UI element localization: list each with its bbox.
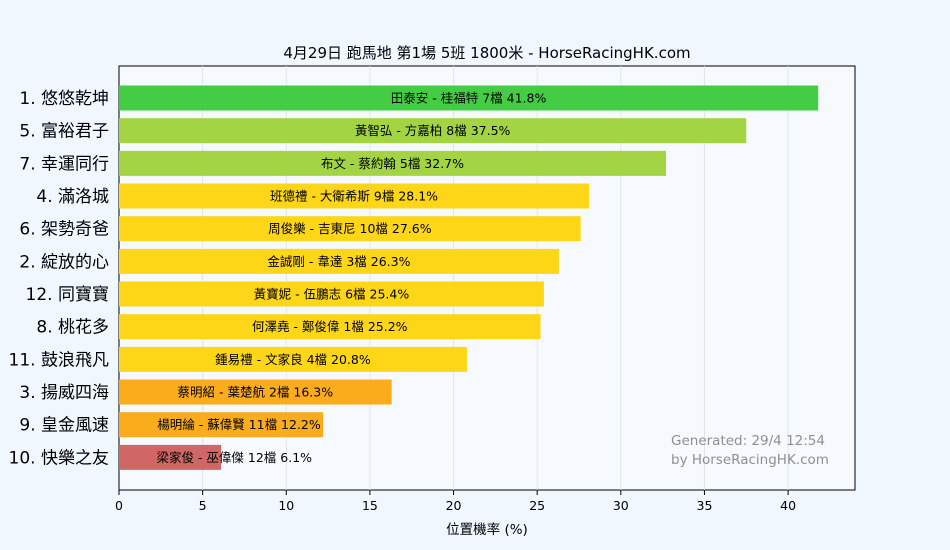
x-tick-label: 20 [446,498,462,513]
bar-data-label: 田泰安 - 桂福特 7檔 41.8% [391,91,547,106]
bar [119,150,666,176]
category-label: 4. 滿洛城 [36,187,109,207]
bar-labels: 田泰安 - 桂福特 7檔 41.8% 黃智弘 - 方嘉柏 8檔 37.5% 布文 -… [156,91,546,465]
bar [119,444,222,470]
x-tick-label: 5 [199,498,207,513]
x-tick-label: 30 [613,498,629,513]
x-tick-label: 40 [780,498,796,513]
bar-data-label: 楊明綸 - 蘇偉賢 11檔 12.2% [157,417,321,432]
category-label: 2. 綻放的心 [19,252,109,272]
bar-data-label: 布文 - 蔡約翰 5檔 32.7% [321,156,464,171]
bar [119,85,819,111]
x-tick-label: 15 [362,498,378,513]
category-label: 7. 幸運同行 [19,154,109,174]
category-label: 9. 皇金風速 [19,416,109,436]
chart-title: 4月29日 跑馬地 第1場 5班 1800米 - HorseRacingHK.c… [283,44,690,62]
bar-data-label: 黃智弘 - 方嘉柏 8檔 37.5% [355,123,511,138]
watermark-line-2: by HorseRacingHK.com [671,452,829,468]
bar [119,379,392,405]
x-axis-ticks: 0 5 10 15 20 25 30 35 40 [115,490,796,513]
x-axis-title: 位置機率 (%) [446,521,528,538]
bar-data-label: 何澤堯 - 鄭俊偉 1檔 25.2% [252,319,408,334]
category-labels: 1. 悠悠乾坤 5. 富裕君子 7. 幸運同行 4. 滿洛城 6. 架勢奇爸 2. 綻放的… [9,89,109,468]
category-label: 11. 鼓浪飛凡 [9,350,109,370]
bar-data-label: 黃寶妮 - 伍鵬志 6檔 25.4% [254,287,410,302]
bar [119,118,747,144]
bar [119,281,544,307]
bar-data-label: 蔡明紹 - 葉楚航 2檔 16.3% [178,385,334,400]
category-label: 8. 桃花多 [36,318,109,338]
bar-data-label: 金誠剛 - 韋達 3檔 26.3% [267,254,410,269]
bars [119,85,819,470]
bar [119,248,559,274]
bar-data-label: 鍾易禮 - 文家良 4檔 20.8% [215,352,371,367]
category-label: 1. 悠悠乾坤 [19,89,109,109]
x-tick-label: 25 [529,498,545,513]
x-tick-label: 10 [278,498,294,513]
bar [119,183,590,209]
bar-data-label: 班德禮 - 大衛希斯 9檔 28.1% [270,189,438,204]
bar [119,412,324,438]
bar [119,346,467,372]
category-label: 6. 架勢奇爸 [19,220,109,240]
bar [119,314,541,340]
bar [119,216,581,242]
watermark-line-1: Generated: 29/4 12:54 [671,433,825,449]
bar-data-label: 周俊樂 - 吉東尼 10檔 27.6% [268,221,432,236]
x-tick-label: 0 [115,498,123,513]
category-label: 3. 揚威四海 [19,383,109,403]
category-label: 5. 富裕君子 [19,122,109,142]
category-label: 10. 快樂之友 [9,448,109,468]
bar-data-label: 梁家俊 - 巫偉傑 12檔 6.1% [156,450,312,465]
category-label: 12. 同寶寶 [26,284,109,305]
x-tick-label: 35 [697,498,713,513]
